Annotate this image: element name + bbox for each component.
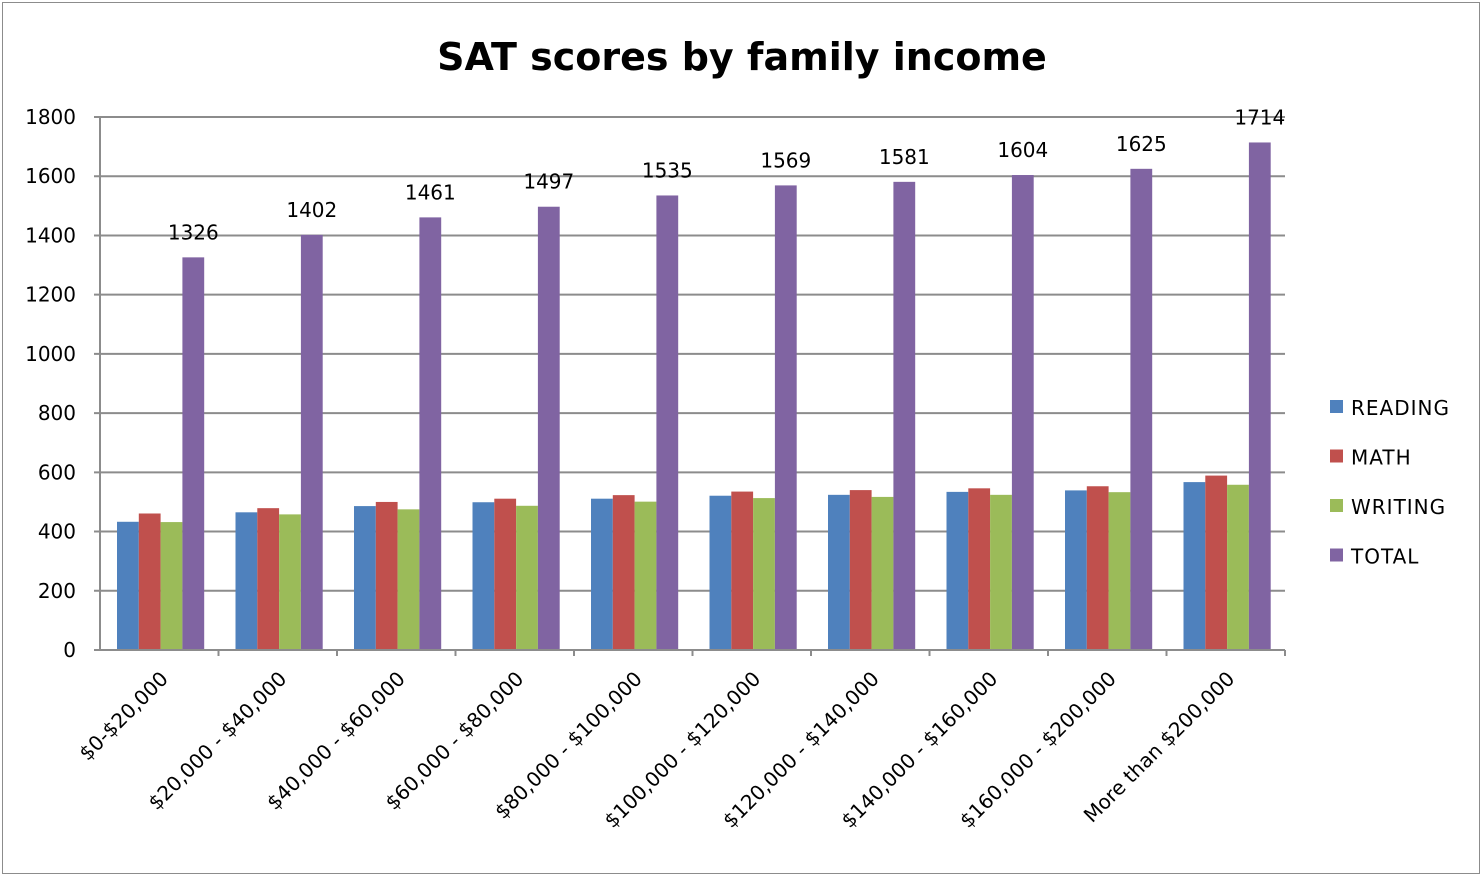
bar-math xyxy=(138,513,161,650)
legend-label-total: TOTAL xyxy=(1350,545,1419,569)
bar-reading xyxy=(1065,490,1087,650)
bar-reading xyxy=(117,521,139,650)
legend-label-reading: READING xyxy=(1351,396,1450,420)
y-tick-label: 1200 xyxy=(25,283,76,307)
bar-reading xyxy=(591,498,613,650)
data-label: 1497 xyxy=(523,170,574,194)
bars xyxy=(117,142,1271,651)
bar-math xyxy=(257,508,280,650)
bar-writing xyxy=(1227,484,1249,650)
bar-writing xyxy=(990,494,1012,650)
labels: 0 200 400 600 800 1000 1200 1400 1600 1800 1326 $0-… xyxy=(25,105,1285,833)
bar-total xyxy=(1130,168,1153,650)
bar-reading xyxy=(709,495,732,650)
bar-writing xyxy=(160,522,183,650)
data-label: 1714 xyxy=(1234,105,1285,129)
data-label: 1535 xyxy=(642,158,693,182)
y-tick-label: 1800 xyxy=(25,105,76,129)
y-tick-label: 400 xyxy=(38,520,76,544)
y-tick-label: 600 xyxy=(38,460,76,484)
bar-reading xyxy=(1183,482,1206,650)
bar-reading xyxy=(354,506,376,650)
bar-writing xyxy=(516,505,538,650)
bar-reading xyxy=(235,512,258,650)
x-category-label: $0-$20,000 xyxy=(74,667,173,766)
data-label: 1326 xyxy=(168,220,219,244)
legend-label-math: MATH xyxy=(1351,446,1412,470)
axes xyxy=(99,117,1286,656)
data-label: 1625 xyxy=(1116,132,1167,156)
bar-math xyxy=(375,501,398,650)
legend-swatch-reading xyxy=(1330,400,1343,413)
y-tick-label: 1000 xyxy=(25,342,76,366)
legend: READING MATH WRITING TOTAL xyxy=(1330,396,1450,569)
bar-writing xyxy=(397,509,420,650)
bar-total xyxy=(1248,142,1271,650)
bar-math xyxy=(1086,486,1109,650)
y-tick-label: 0 xyxy=(63,638,76,662)
bar-reading xyxy=(828,494,850,650)
bar-total xyxy=(656,195,679,650)
bar-math xyxy=(494,498,517,650)
y-tick-label: 1600 xyxy=(25,164,76,188)
bar-math xyxy=(849,490,872,650)
y-tick-label: 1400 xyxy=(25,223,76,247)
data-label: 1604 xyxy=(997,138,1048,162)
legend-swatch-math xyxy=(1330,449,1343,463)
bar-writing xyxy=(753,498,775,650)
legend-swatch-writing xyxy=(1330,499,1343,512)
bar-total xyxy=(300,234,323,650)
bar-writing xyxy=(279,514,301,650)
legend-swatch-total xyxy=(1330,548,1343,562)
bar-reading xyxy=(946,491,969,650)
bar-total xyxy=(537,206,560,650)
bar-reading xyxy=(472,502,495,650)
chart-title: SAT scores by family income xyxy=(437,35,1047,79)
bar-total xyxy=(774,185,797,650)
bar-total xyxy=(893,181,916,650)
bar-total xyxy=(182,257,205,650)
data-label: 1581 xyxy=(879,145,930,169)
y-tick-label: 800 xyxy=(38,401,76,425)
bar-math xyxy=(1205,475,1228,650)
bar-writing xyxy=(1108,492,1131,650)
bar-total xyxy=(419,217,442,651)
data-label: 1461 xyxy=(405,180,456,204)
bar-math xyxy=(612,495,635,650)
bar-writing xyxy=(634,501,657,650)
y-tick-label: 200 xyxy=(38,579,76,603)
bar-math xyxy=(968,488,991,650)
data-label: 1569 xyxy=(760,148,811,172)
bar-total xyxy=(1011,175,1034,650)
data-label: 1402 xyxy=(286,198,337,222)
bar-writing xyxy=(871,496,894,650)
legend-label-writing: WRITING xyxy=(1351,495,1446,519)
bar-math xyxy=(731,491,754,650)
